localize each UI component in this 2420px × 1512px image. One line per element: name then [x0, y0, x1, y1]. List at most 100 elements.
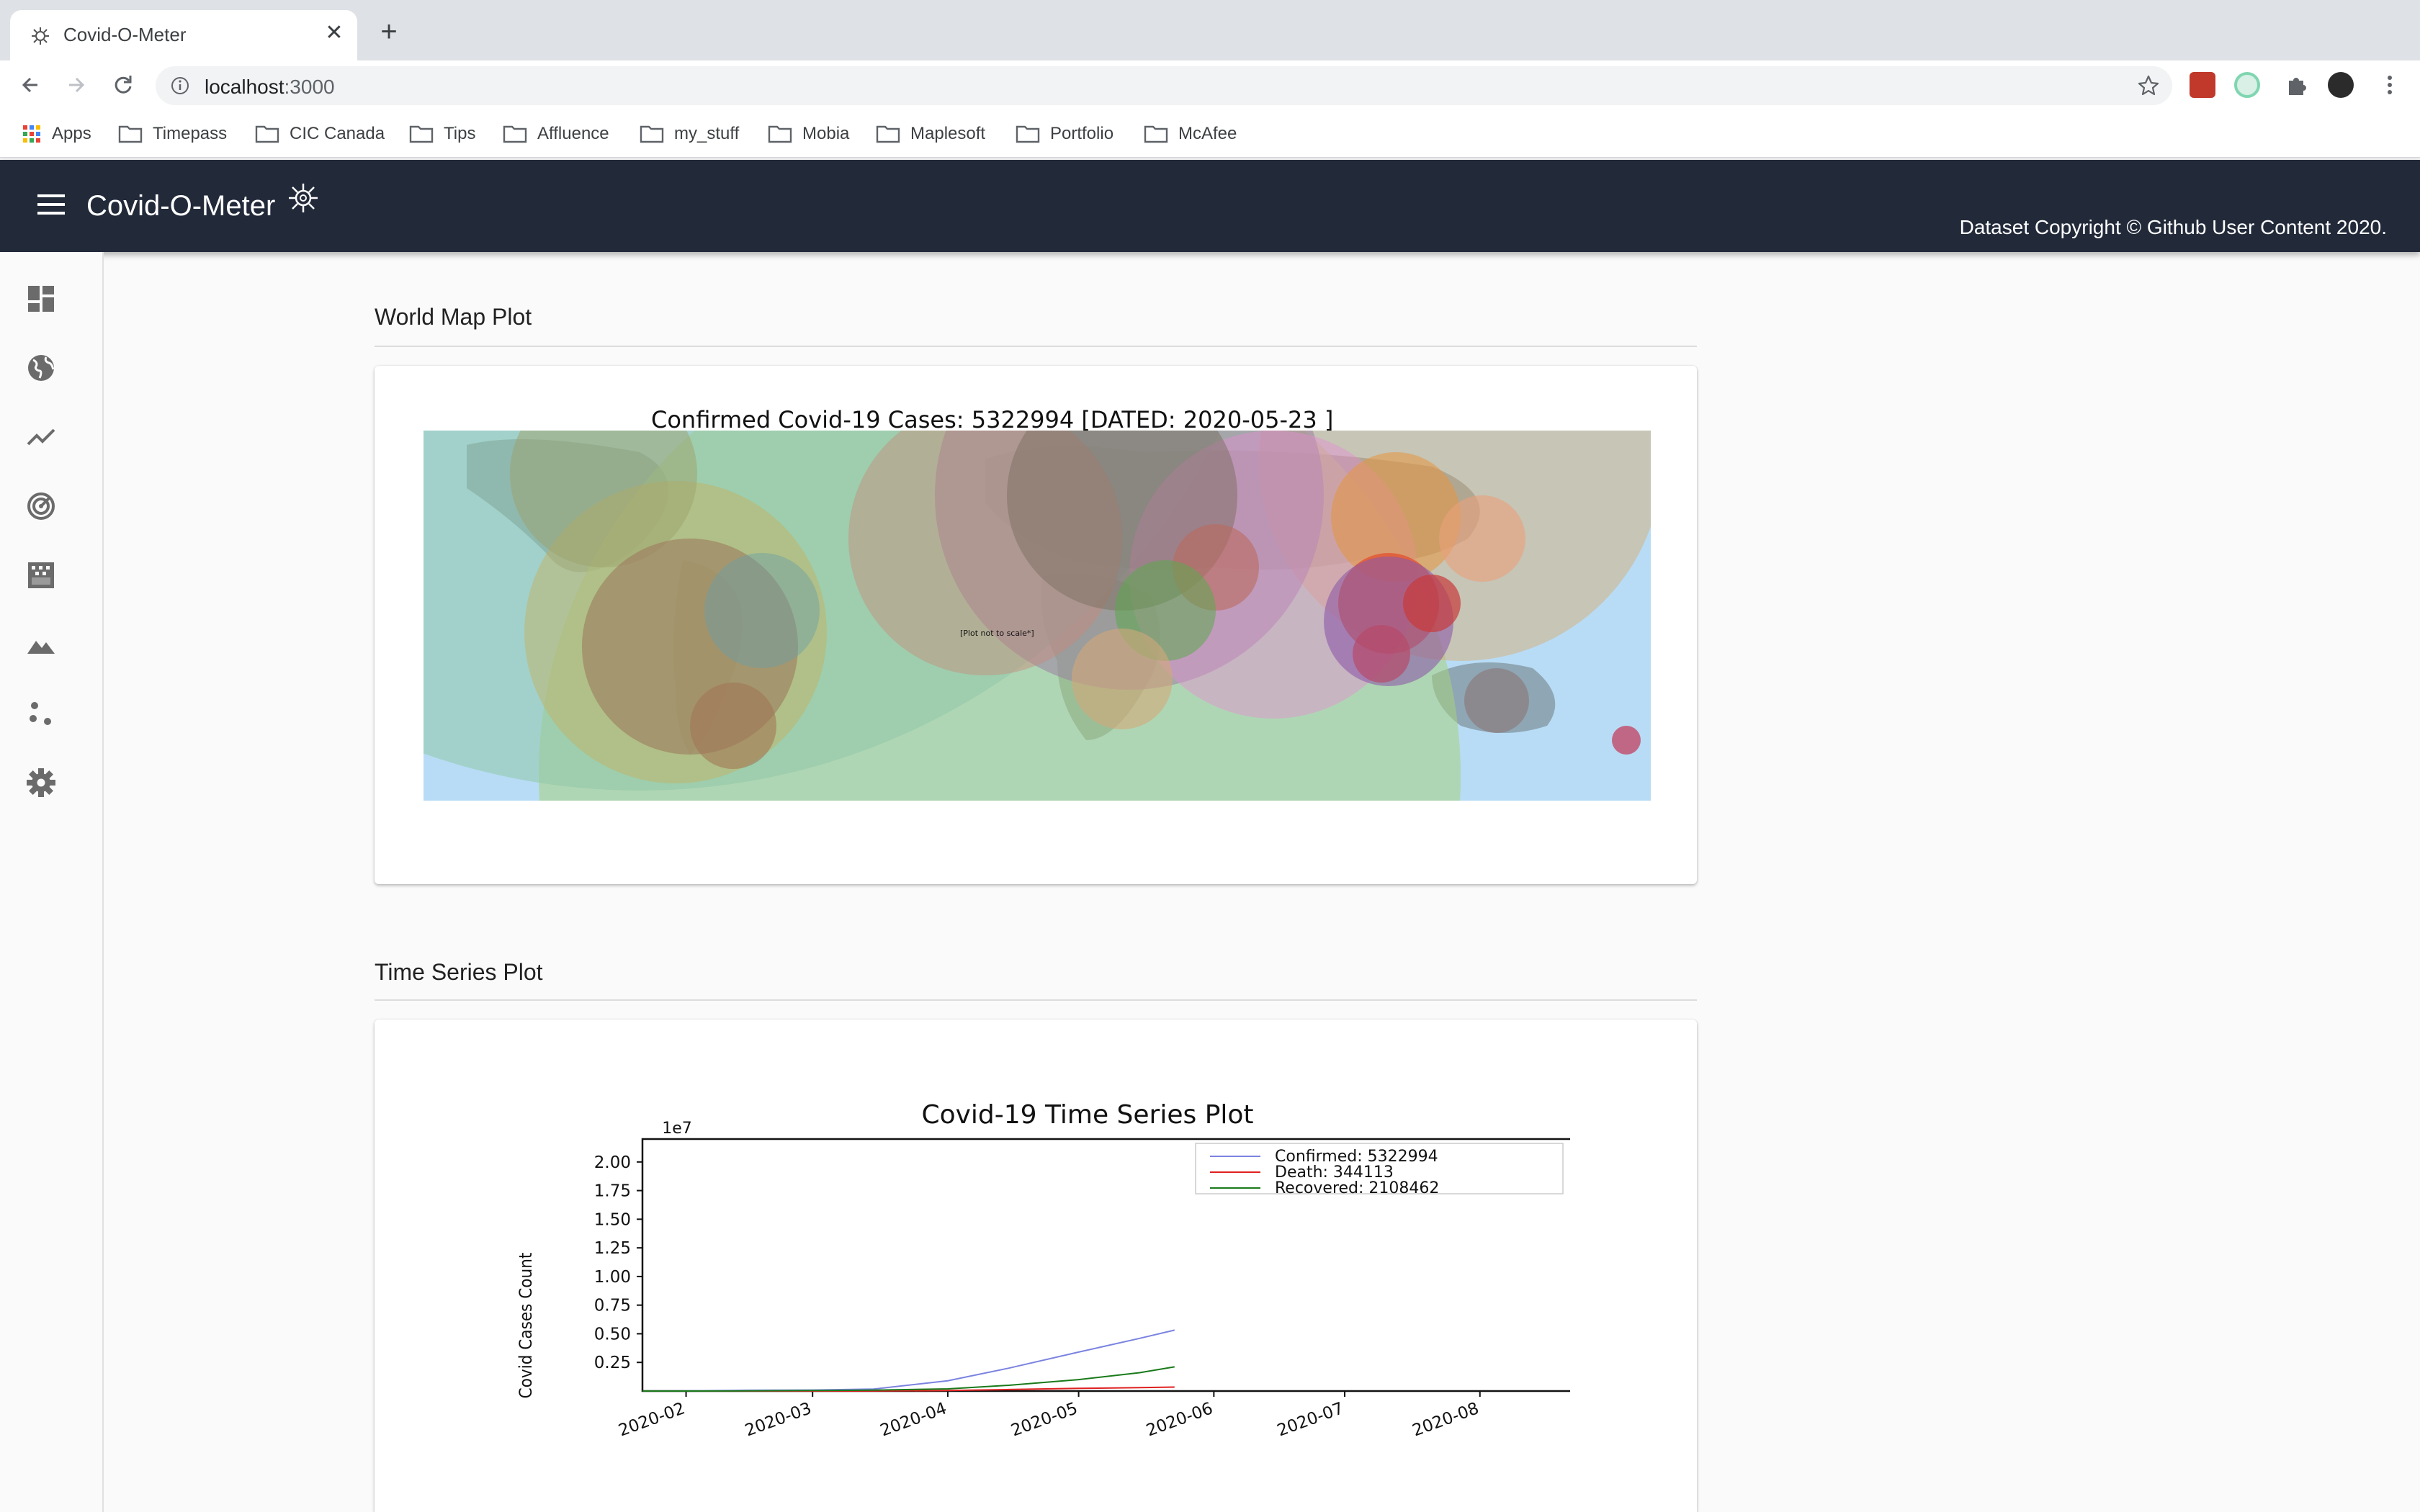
- reload-icon[interactable]: [108, 71, 137, 99]
- x-tick-label: 2020-05: [1008, 1399, 1080, 1440]
- bookmark-folder[interactable]: CIC Canada: [255, 122, 385, 145]
- country-bubbles: [424, 431, 1651, 801]
- bookmark-folder[interactable]: McAfee: [1144, 122, 1237, 145]
- folder-icon: [640, 125, 664, 143]
- world-map-plot-title: Confirmed Covid-19 Cases: 5322994 [DATED…: [651, 406, 1334, 433]
- section-divider: [375, 346, 1697, 347]
- chart-title: Covid-19 Time Series Plot: [921, 1100, 1253, 1130]
- y-tick-label: 0.75: [594, 1297, 631, 1315]
- bookmark-star-icon[interactable]: [2136, 73, 2161, 98]
- hamburger-menu-icon[interactable]: [36, 192, 66, 217]
- folder-icon: [1016, 125, 1040, 143]
- url-port: :3000: [284, 76, 335, 98]
- scatter-icon[interactable]: [26, 698, 56, 729]
- terrain-icon[interactable]: [26, 629, 56, 660]
- time-series-section-title: Time Series Plot: [375, 959, 543, 985]
- legend-box: [1195, 1143, 1564, 1194]
- browser-tab-strip: Covid-O-Meter ✕ +: [0, 0, 2420, 60]
- x-tick-label: 2020-07: [1275, 1399, 1346, 1440]
- dataset-copyright: Dataset Copyright © Github User Content …: [1959, 216, 2387, 238]
- back-icon[interactable]: [16, 71, 45, 99]
- profile-avatar[interactable]: [2328, 72, 2354, 98]
- folder-icon: [503, 125, 527, 143]
- bookmark-folder[interactable]: Timepass: [118, 122, 227, 145]
- world-bubble-map: [Plot not to scale*]: [424, 431, 1651, 801]
- virus-logo-icon: [289, 184, 318, 212]
- y-tick-label: 1.00: [594, 1268, 631, 1287]
- bookmark-label: Timepass: [153, 124, 228, 143]
- folder-icon: [876, 125, 900, 143]
- close-tab-icon[interactable]: ✕: [325, 21, 344, 45]
- y-tick-label: 0.50: [594, 1325, 631, 1344]
- browser-menu-icon[interactable]: [2377, 72, 2403, 98]
- apps-grid-icon: [23, 125, 40, 143]
- time-series-chart: Covid-19 Time Series Plot 1e7 Covid Case…: [516, 1100, 1570, 1441]
- dashboard-icon[interactable]: [26, 284, 56, 314]
- site-info-icon[interactable]: [170, 76, 190, 96]
- world-map-card: Confirmed Covid-19 Cases: 5322994 [DATED…: [375, 366, 1697, 884]
- folder-icon: [409, 125, 434, 143]
- bookmark-folder[interactable]: Affluence: [503, 122, 609, 145]
- side-navigation: [0, 252, 104, 1512]
- bookmark-label: Tips: [444, 124, 476, 143]
- bookmark-folder[interactable]: Mobia: [768, 122, 849, 145]
- heatmap-icon[interactable]: [26, 560, 56, 590]
- radar-icon[interactable]: [26, 491, 56, 521]
- url-text: localhost:3000: [205, 76, 335, 99]
- series-lines: [642, 1329, 1175, 1392]
- bookmark-label: Affluence: [537, 124, 609, 143]
- virus-favicon-icon: [32, 27, 49, 45]
- time-series-card: Covid-19 Time Series Plot 1e7 Covid Case…: [375, 1020, 1697, 1512]
- y-tick-label: 2.00: [594, 1153, 631, 1172]
- bookmark-label: CIC Canada: [290, 124, 385, 143]
- map-scale-note: [Plot not to scale*]: [960, 629, 1034, 638]
- y-axis-label: Covid Cases Count: [516, 1253, 536, 1399]
- extension-green-icon[interactable]: [2234, 72, 2260, 98]
- app-title: Covid-O-Meter: [86, 190, 276, 222]
- new-tab-button[interactable]: +: [380, 16, 398, 48]
- world-map-section-title: World Map Plot: [375, 304, 532, 330]
- globe-icon[interactable]: [26, 353, 56, 383]
- x-tick-label: 2020-02: [616, 1399, 687, 1440]
- folder-icon: [1144, 125, 1168, 143]
- y-offset-label: 1e7: [662, 1120, 692, 1138]
- bookmark-label: Portfolio: [1050, 124, 1114, 143]
- bookmark-apps[interactable]: Apps: [22, 122, 91, 145]
- legend-label: Confirmed: 5322994: [1275, 1148, 1438, 1166]
- bookmark-folder[interactable]: Portfolio: [1016, 122, 1113, 145]
- bookmark-label: Apps: [52, 124, 91, 143]
- app-header: Covid-O-Meter Dataset Copyright © Github…: [0, 160, 2420, 252]
- y-tick-label: 1.25: [594, 1239, 631, 1258]
- bookmark-folder[interactable]: my_stuff: [640, 122, 739, 145]
- bookmark-label: McAfee: [1178, 124, 1237, 143]
- series-line-2: [642, 1366, 1175, 1392]
- url-host: localhost: [205, 76, 284, 98]
- bookmarks-bar: Apps Timepass CIC Canada Tips Affluence …: [0, 109, 2420, 158]
- forward-icon[interactable]: [62, 71, 91, 99]
- extension-red-icon[interactable]: [2190, 72, 2215, 98]
- folder-icon: [768, 125, 792, 143]
- section-divider: [375, 999, 1697, 1001]
- folder-icon: [255, 125, 279, 143]
- extensions-puzzle-icon[interactable]: [2283, 72, 2309, 98]
- x-tick-label: 2020-06: [1144, 1399, 1215, 1440]
- bookmark-label: my_stuff: [674, 124, 740, 143]
- x-tick-label: 2020-03: [743, 1399, 814, 1440]
- x-ticks: 2020-02 2020-03 2020-04 2020-05 2020-06 2020-…: [616, 1391, 1482, 1441]
- x-tick-label: 2020-04: [878, 1399, 949, 1440]
- settings-icon[interactable]: [26, 768, 56, 798]
- bookmark-label: Mobia: [802, 124, 850, 143]
- bookmark-label: Maplesoft: [910, 124, 986, 143]
- legend-label: Death: 344113: [1275, 1164, 1394, 1182]
- bookmark-folder[interactable]: Tips: [409, 122, 475, 145]
- y-tick-label: 1.75: [594, 1182, 631, 1201]
- bookmark-folder[interactable]: Maplesoft: [876, 122, 985, 145]
- browser-tab[interactable]: Covid-O-Meter ✕: [10, 10, 357, 60]
- y-tick-label: 0.25: [594, 1354, 631, 1372]
- tab-title: Covid-O-Meter: [63, 24, 187, 45]
- line-chart-icon[interactable]: [26, 422, 56, 452]
- address-bar[interactable]: localhost:3000: [156, 66, 2172, 105]
- y-tick-label: 1.50: [594, 1210, 631, 1229]
- browser-toolbar: localhost:3000: [0, 60, 2420, 109]
